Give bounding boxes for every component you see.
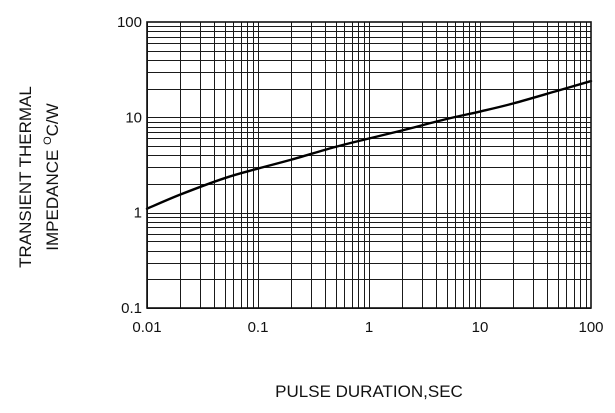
grid xyxy=(147,22,591,309)
x-tick-label: 1 xyxy=(365,319,373,336)
x-tick-label: 100 xyxy=(578,319,603,336)
x-tick-label: 10 xyxy=(472,319,489,336)
y-axis-title-sup: O xyxy=(42,136,54,145)
plot-frame xyxy=(146,21,592,309)
y-axis-title-line1: TRANSIENT THERMAL xyxy=(16,86,35,268)
x-axis-title: PULSE DURATION,SEC xyxy=(275,382,463,401)
x-tick-labels: 0.01 0.1 1 10 100 xyxy=(132,319,603,336)
y-axis-title-line2: IMPEDANCE OC/W xyxy=(42,103,62,250)
x-tick-label: 0.01 xyxy=(132,319,161,336)
y-tick-label: 10 xyxy=(125,109,142,126)
curve-group xyxy=(145,79,593,210)
y-tick-label: 100 xyxy=(117,14,142,31)
impedance-curve xyxy=(145,79,593,210)
x-tick-label: 0.1 xyxy=(248,319,269,336)
y-axis-title-suffix: C/W xyxy=(43,103,62,136)
y-tick-label: 0.1 xyxy=(121,300,142,317)
y-tick-label: 1 xyxy=(134,205,142,222)
y-tick-labels: 0.1 1 10 100 xyxy=(117,14,142,317)
y-axis-title-prefix: IMPEDANCE xyxy=(43,145,62,251)
